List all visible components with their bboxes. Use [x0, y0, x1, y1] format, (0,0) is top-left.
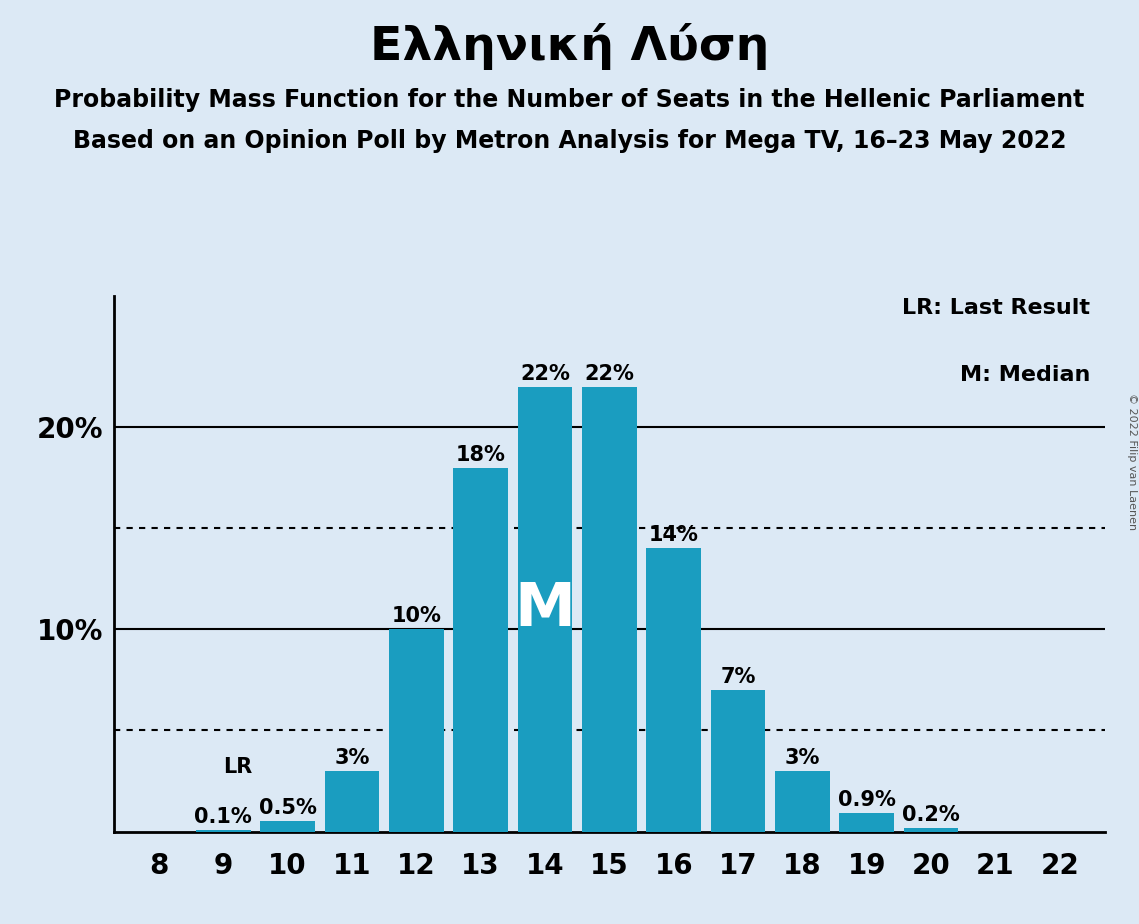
Bar [261, 821, 316, 832]
Text: 14%: 14% [649, 526, 698, 545]
Text: 3%: 3% [334, 748, 370, 768]
Text: 0.9%: 0.9% [838, 790, 895, 810]
Text: 0.2%: 0.2% [902, 805, 960, 824]
Text: 0.1%: 0.1% [195, 807, 252, 827]
Text: 18%: 18% [456, 444, 506, 465]
Text: Based on an Opinion Poll by Metron Analysis for Mega TV, 16–23 May 2022: Based on an Opinion Poll by Metron Analy… [73, 129, 1066, 153]
Bar [903, 828, 958, 832]
Text: M: Median: M: Median [959, 365, 1090, 385]
Bar [196, 830, 251, 832]
Bar [517, 386, 573, 832]
Text: © 2022 Filip van Laenen: © 2022 Filip van Laenen [1126, 394, 1137, 530]
Text: LR: LR [223, 757, 252, 777]
Text: Ελληνική Λύση: Ελληνική Λύση [370, 23, 769, 70]
Text: 22%: 22% [584, 364, 634, 383]
Bar [390, 629, 444, 832]
Text: 22%: 22% [521, 364, 570, 383]
Bar [711, 690, 765, 832]
Bar [325, 771, 379, 832]
Bar [453, 468, 508, 832]
Text: M: M [515, 579, 575, 638]
Bar [582, 386, 637, 832]
Bar [775, 771, 829, 832]
Text: LR: Last Result: LR: Last Result [902, 298, 1090, 319]
Text: 3%: 3% [785, 748, 820, 768]
Text: Probability Mass Function for the Number of Seats in the Hellenic Parliament: Probability Mass Function for the Number… [55, 88, 1084, 112]
Text: 7%: 7% [720, 667, 756, 687]
Bar [646, 549, 702, 832]
Bar [839, 813, 894, 832]
Text: 10%: 10% [392, 606, 441, 626]
Text: 0.5%: 0.5% [259, 798, 317, 819]
